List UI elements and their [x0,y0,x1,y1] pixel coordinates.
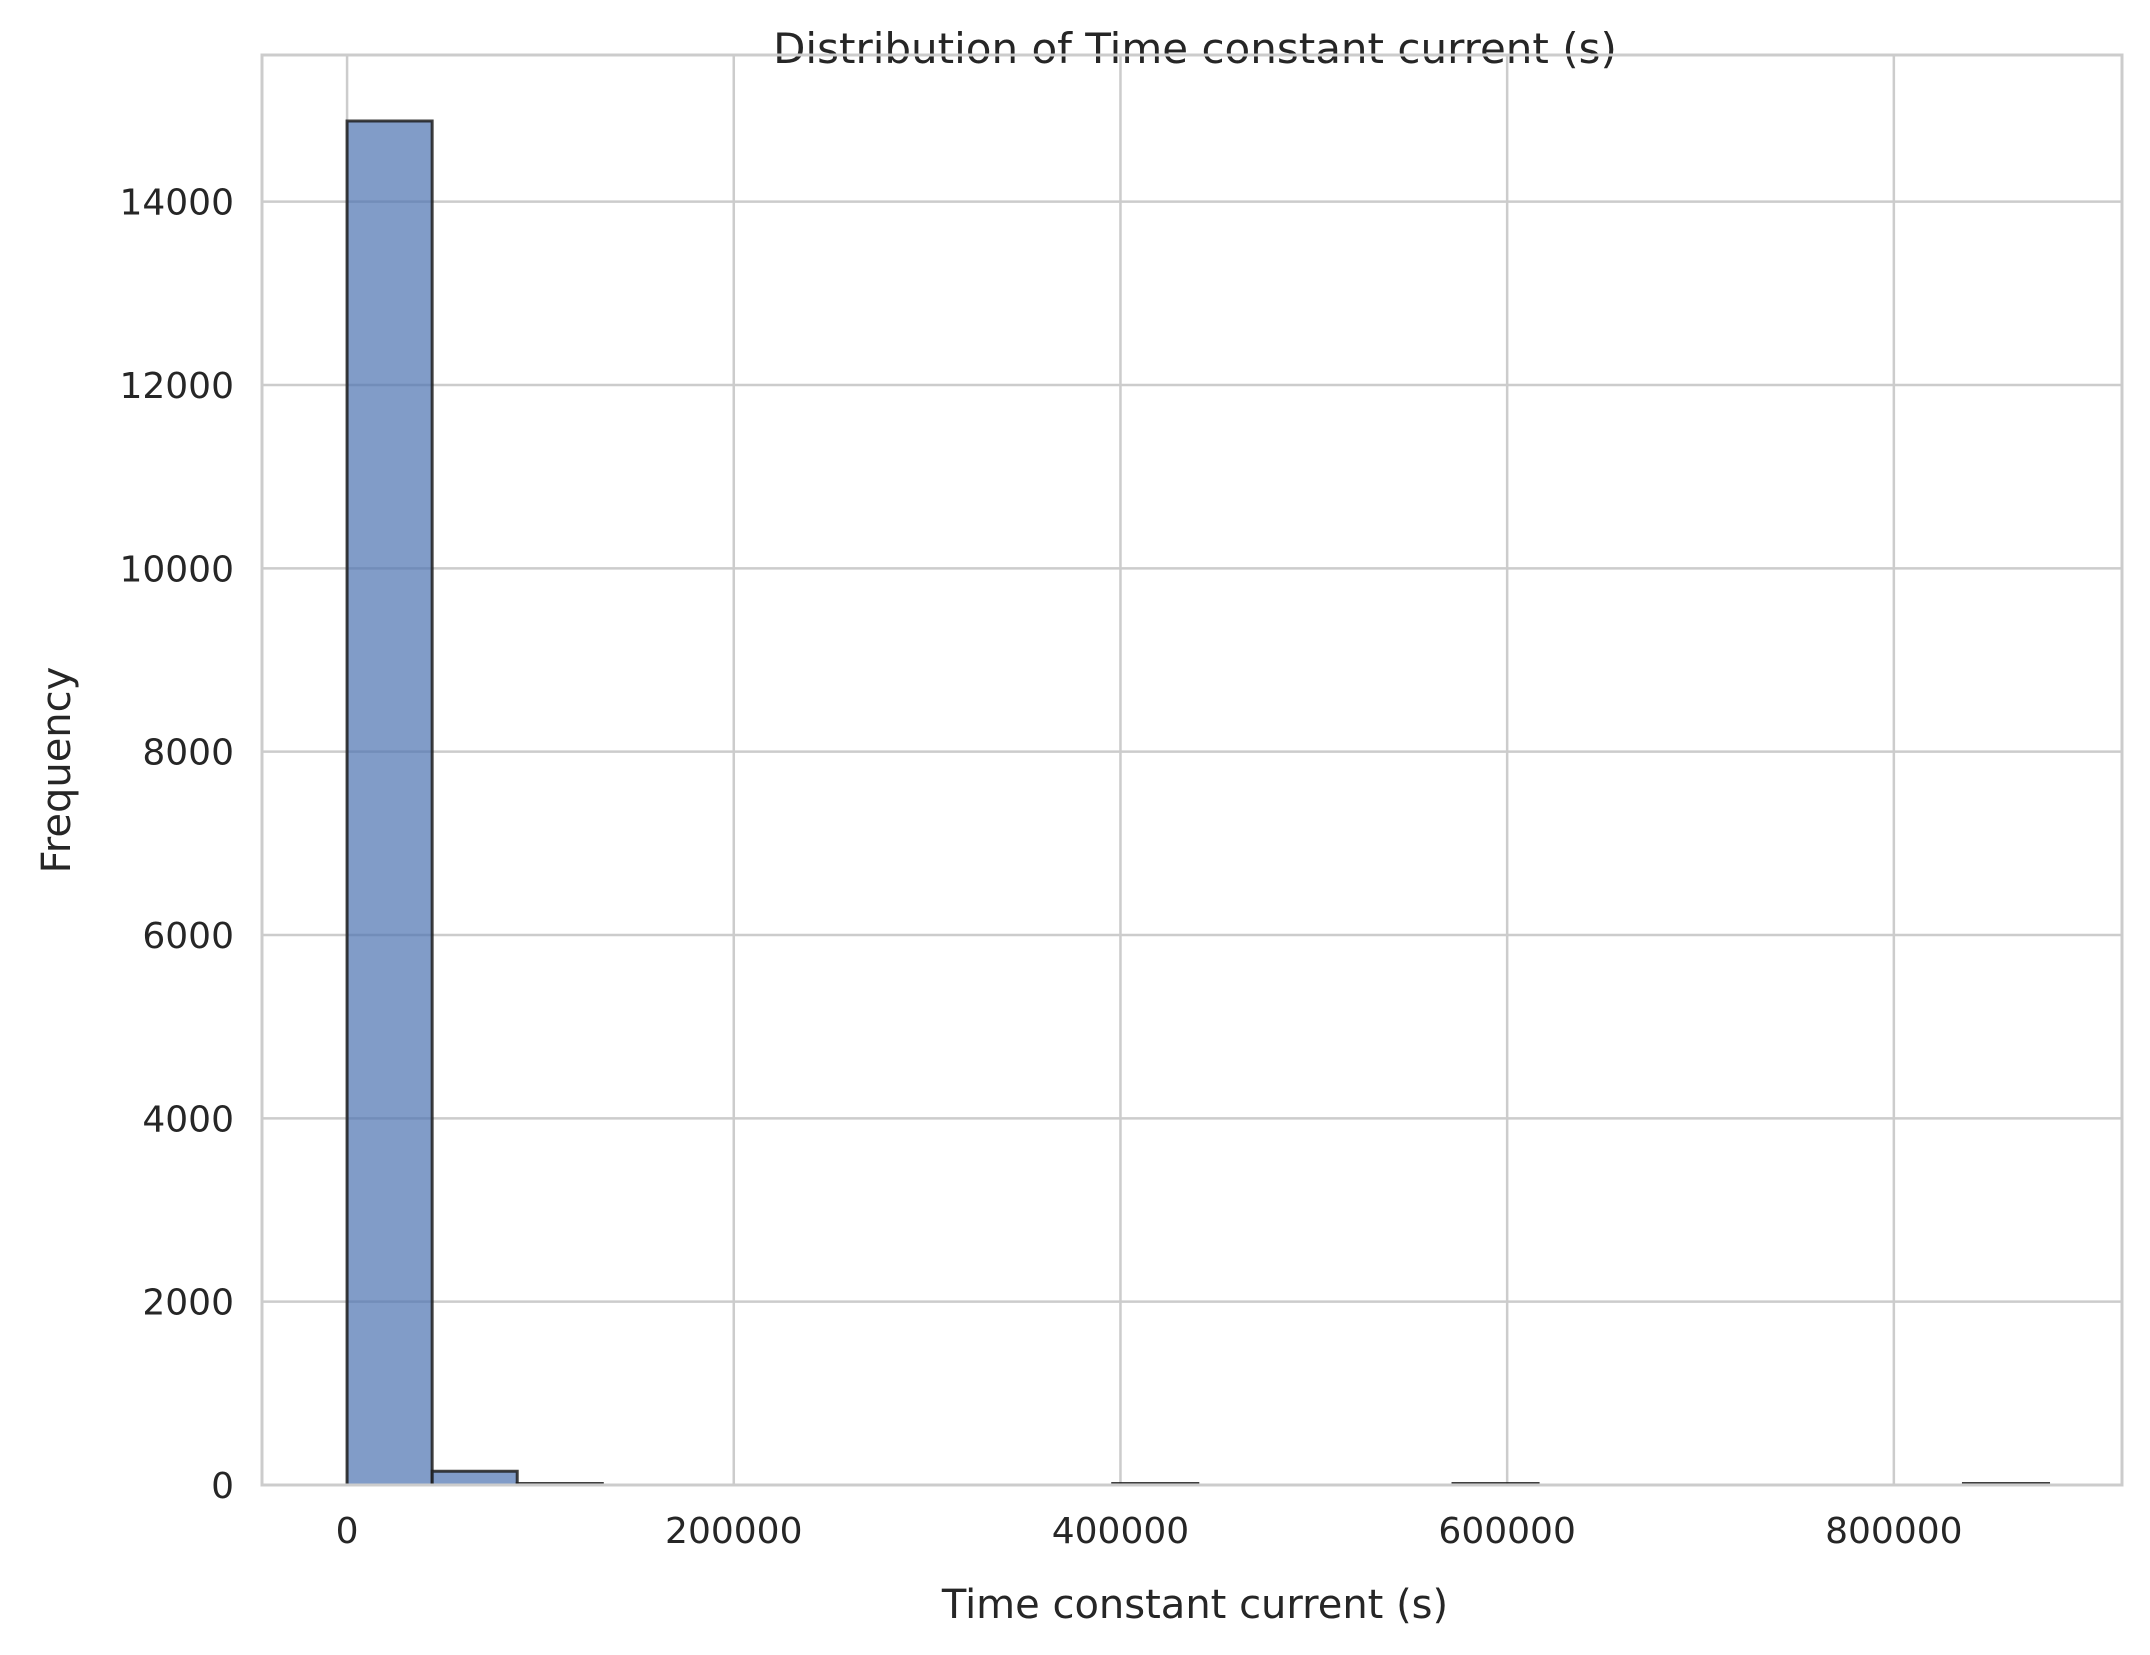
y-tick-labels: 0 2000 4000 6000 8000 10000 12000 14000 [119,183,234,1507]
x-tick-labels: 0 200000 400000 600000 800000 [336,1511,1963,1552]
histogram-bar [430,1469,519,1487]
y-tick-label: 10000 [119,549,234,590]
histogram-bar [345,119,434,1487]
x-tick-label: 0 [336,1511,359,1552]
x-tick-label: 600000 [1438,1511,1575,1552]
y-tick-label: 6000 [142,916,234,957]
y-axis-label: Frequency [34,667,80,874]
chart-title: Distribution of Time constant current (s… [773,24,1617,73]
y-tick-label: 4000 [142,1099,234,1140]
y-tick-label: 0 [211,1466,234,1507]
grid-lines [262,55,2122,1487]
x-axis-label: Time constant current (s) [941,1582,1448,1628]
x-tick-label: 200000 [665,1511,802,1552]
y-tick-label: 2000 [142,1283,234,1324]
plot-frame [260,53,2124,1487]
x-tick-label: 800000 [1825,1511,1962,1552]
y-tick-label: 12000 [119,366,234,407]
x-tick-label: 400000 [1052,1511,1189,1552]
histogram-bars [345,119,2051,1487]
y-tick-label: 8000 [142,733,234,774]
y-tick-label: 14000 [119,183,234,224]
